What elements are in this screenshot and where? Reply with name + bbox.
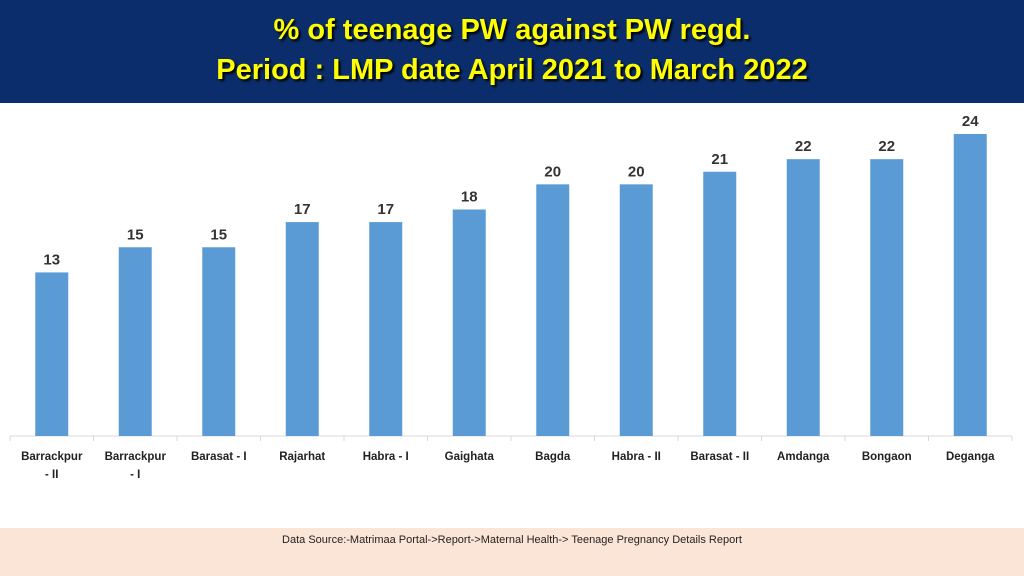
data-label: 21	[711, 151, 728, 168]
category-label: Rajarhat	[279, 451, 325, 463]
footer-band	[0, 528, 1024, 576]
data-label: 13	[43, 251, 60, 268]
data-label: 17	[377, 201, 394, 218]
category-label: Bagda	[535, 451, 571, 463]
bar	[202, 247, 236, 436]
bar	[536, 184, 570, 436]
category-label: Bongaon	[862, 451, 912, 463]
category-label: Gaighata	[445, 451, 495, 463]
data-label: 20	[544, 163, 561, 180]
data-label: 18	[461, 189, 478, 206]
data-label: 22	[878, 138, 895, 155]
data-label: 24	[962, 113, 979, 130]
category-label: Barasat - II	[690, 451, 749, 463]
data-label: 17	[294, 201, 311, 218]
chart-title-line2: Period : LMP date April 2021 to March 20…	[216, 54, 808, 86]
bar	[703, 171, 737, 436]
category-label: - I	[130, 469, 140, 481]
bar	[369, 222, 403, 436]
bar	[118, 247, 152, 436]
data-label: 20	[628, 163, 645, 180]
bar	[953, 134, 987, 436]
category-label: - II	[45, 469, 58, 481]
category-label: Barrackpur	[21, 451, 83, 463]
category-label: Deganga	[946, 451, 995, 463]
data-label: 15	[210, 226, 227, 243]
category-label: Barrackpur	[105, 451, 167, 463]
category-label: Habra - II	[612, 451, 661, 463]
category-label: Barasat - I	[191, 451, 247, 463]
data-label: 15	[127, 226, 144, 243]
bar	[619, 184, 653, 436]
bar	[452, 209, 486, 436]
title-banner	[0, 0, 1024, 103]
chart-title-line1: % of teenage PW against PW regd.	[273, 14, 751, 46]
category-label: Amdanga	[777, 451, 830, 463]
data-source-note: Data Source:-Matrimaa Portal->Report->Ma…	[282, 534, 742, 546]
bar	[35, 272, 69, 436]
data-label: 22	[795, 138, 812, 155]
category-label: Habra - I	[363, 451, 409, 463]
bar	[870, 159, 904, 436]
bar	[786, 159, 820, 436]
bar	[285, 222, 319, 436]
bar-chart: 13 Barrackpur - II 15 Barrackpur - I 15 Barasat…	[9, 113, 1013, 481]
